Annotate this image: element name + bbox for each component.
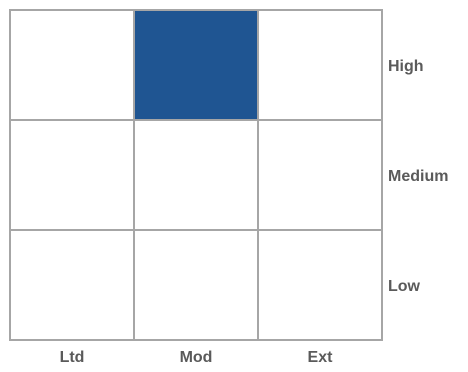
cell-high-ext [257,9,383,121]
cell-medium-ltd [9,119,135,231]
column-label-ext: Ext [308,349,334,366]
matrix-cells [9,9,383,341]
row-label-medium: Medium [388,168,448,185]
cell-medium-ext [257,119,383,231]
column-label-ltd: Ltd [60,349,85,366]
cell-medium-mod [133,119,259,231]
row-labels: High Medium Low [388,58,448,295]
cell-low-ltd [9,229,135,341]
column-labels: Ltd Mod Ext [60,349,334,366]
cell-low-mod [133,229,259,341]
row-label-high: High [388,58,424,75]
row-label-low: Low [388,278,421,295]
cell-low-ext [257,229,383,341]
column-label-mod: Mod [180,349,213,366]
cell-high-ltd [9,9,135,121]
cell-high-mod-highlighted [133,9,259,121]
